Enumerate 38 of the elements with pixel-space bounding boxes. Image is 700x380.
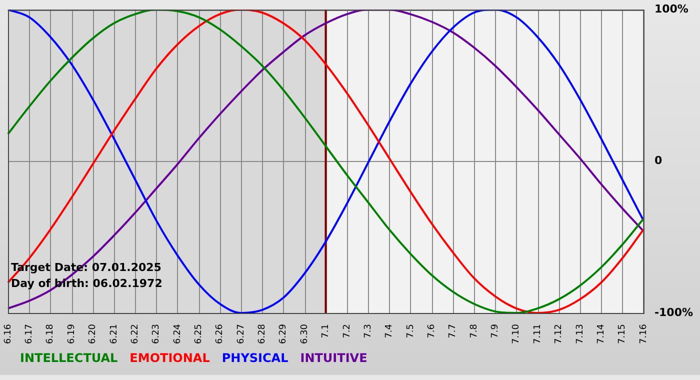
y-tick-label: 0 xyxy=(654,154,662,168)
x-tick-label: 6.24 xyxy=(172,324,183,344)
x-tick-label: 6.21 xyxy=(109,324,120,344)
x-tick-label: 7.10 xyxy=(512,324,522,344)
x-tick-label: 6.17 xyxy=(24,324,35,344)
x-tick-label: 6.23 xyxy=(152,324,162,344)
x-tick-label: 7.16 xyxy=(638,324,649,344)
x-tick-label: 6.18 xyxy=(46,324,56,344)
x-tick-label: 7.6 xyxy=(426,324,437,338)
x-tick-label: 7.9 xyxy=(490,324,501,338)
text: PHYSICAL xyxy=(222,351,289,366)
x-tick-label: 6.16 xyxy=(3,324,14,344)
text: EMOTIONAL xyxy=(130,351,210,366)
y-tick-label: -100% xyxy=(654,306,694,319)
text: INTELLECTUAL xyxy=(20,351,118,366)
x-tick-label: 7.5 xyxy=(406,324,416,338)
x-tick-label: 7.1 xyxy=(321,324,332,338)
text: INTUITIVE xyxy=(300,351,368,366)
x-tick-label: 6.22 xyxy=(130,324,140,344)
y-tick-label: 100% xyxy=(654,2,688,16)
x-tick-label: 7.2 xyxy=(342,324,352,338)
x-tick-label: 7.7 xyxy=(448,324,458,338)
x-tick-label: 6.20 xyxy=(88,324,98,344)
x-tick-label: 7.4 xyxy=(384,324,395,338)
x-tick-label: 7.15 xyxy=(618,324,628,344)
x-tick-label: 7.3 xyxy=(363,324,374,338)
x-tick-label: 7.14 xyxy=(596,324,606,344)
x-tick-label: 6.26 xyxy=(215,324,226,344)
x-tick-label: 7.11 xyxy=(532,324,543,344)
x-tick-label: 7.12 xyxy=(554,324,564,344)
x-tick-label: 6.29 xyxy=(278,324,289,344)
x-tick-label: 6.28 xyxy=(258,324,268,344)
x-tick-label: 6.27 xyxy=(236,324,246,344)
x-tick-label: 6.19 xyxy=(66,324,77,344)
x-tick-label: 6.30 xyxy=(300,324,310,344)
x-tick-label: 7.13 xyxy=(575,324,586,344)
x-tick-label: 6.25 xyxy=(194,324,204,344)
x-tick-label: 7.8 xyxy=(469,324,480,338)
